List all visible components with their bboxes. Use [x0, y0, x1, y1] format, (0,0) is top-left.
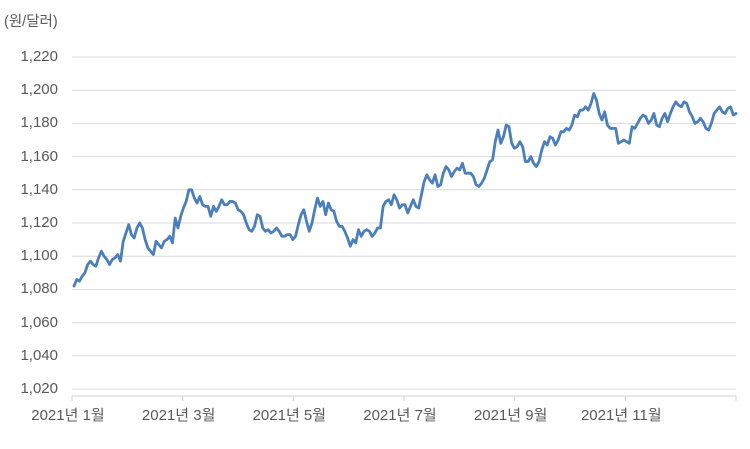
- y-tick-label: 1,160: [20, 147, 58, 165]
- x-axis: [71, 395, 737, 401]
- x-tick-label: 2021년 7월: [363, 407, 437, 424]
- y-tick-label: 1,060: [20, 313, 58, 331]
- axis-unit-label: (원/달러): [4, 14, 58, 30]
- exchange-rate-line: [72, 92, 738, 288]
- x-tick-label: 2021년 1월: [31, 407, 105, 424]
- y-tick-label: 1,080: [20, 280, 58, 298]
- y-tick-label: 1,180: [20, 114, 58, 132]
- x-tick-label: 2021년 5월: [252, 407, 327, 424]
- gridlines: [72, 56, 736, 390]
- y-tick-label: 1,140: [20, 180, 58, 198]
- x-tick-label: 2021년 3월: [141, 407, 216, 424]
- y-tick-label: 1,100: [20, 247, 58, 265]
- y-tick-label: 1,200: [20, 81, 58, 99]
- y-tick-label: 1,220: [20, 48, 58, 65]
- x-tick-label: 2021년 9월: [473, 407, 548, 424]
- y-tick-label: 1,120: [20, 214, 58, 231]
- y-tick-label: 1,020: [20, 380, 58, 397]
- x-tick-label: 2021년 11월: [580, 407, 662, 424]
- y-tick-label: 1,040: [20, 346, 58, 364]
